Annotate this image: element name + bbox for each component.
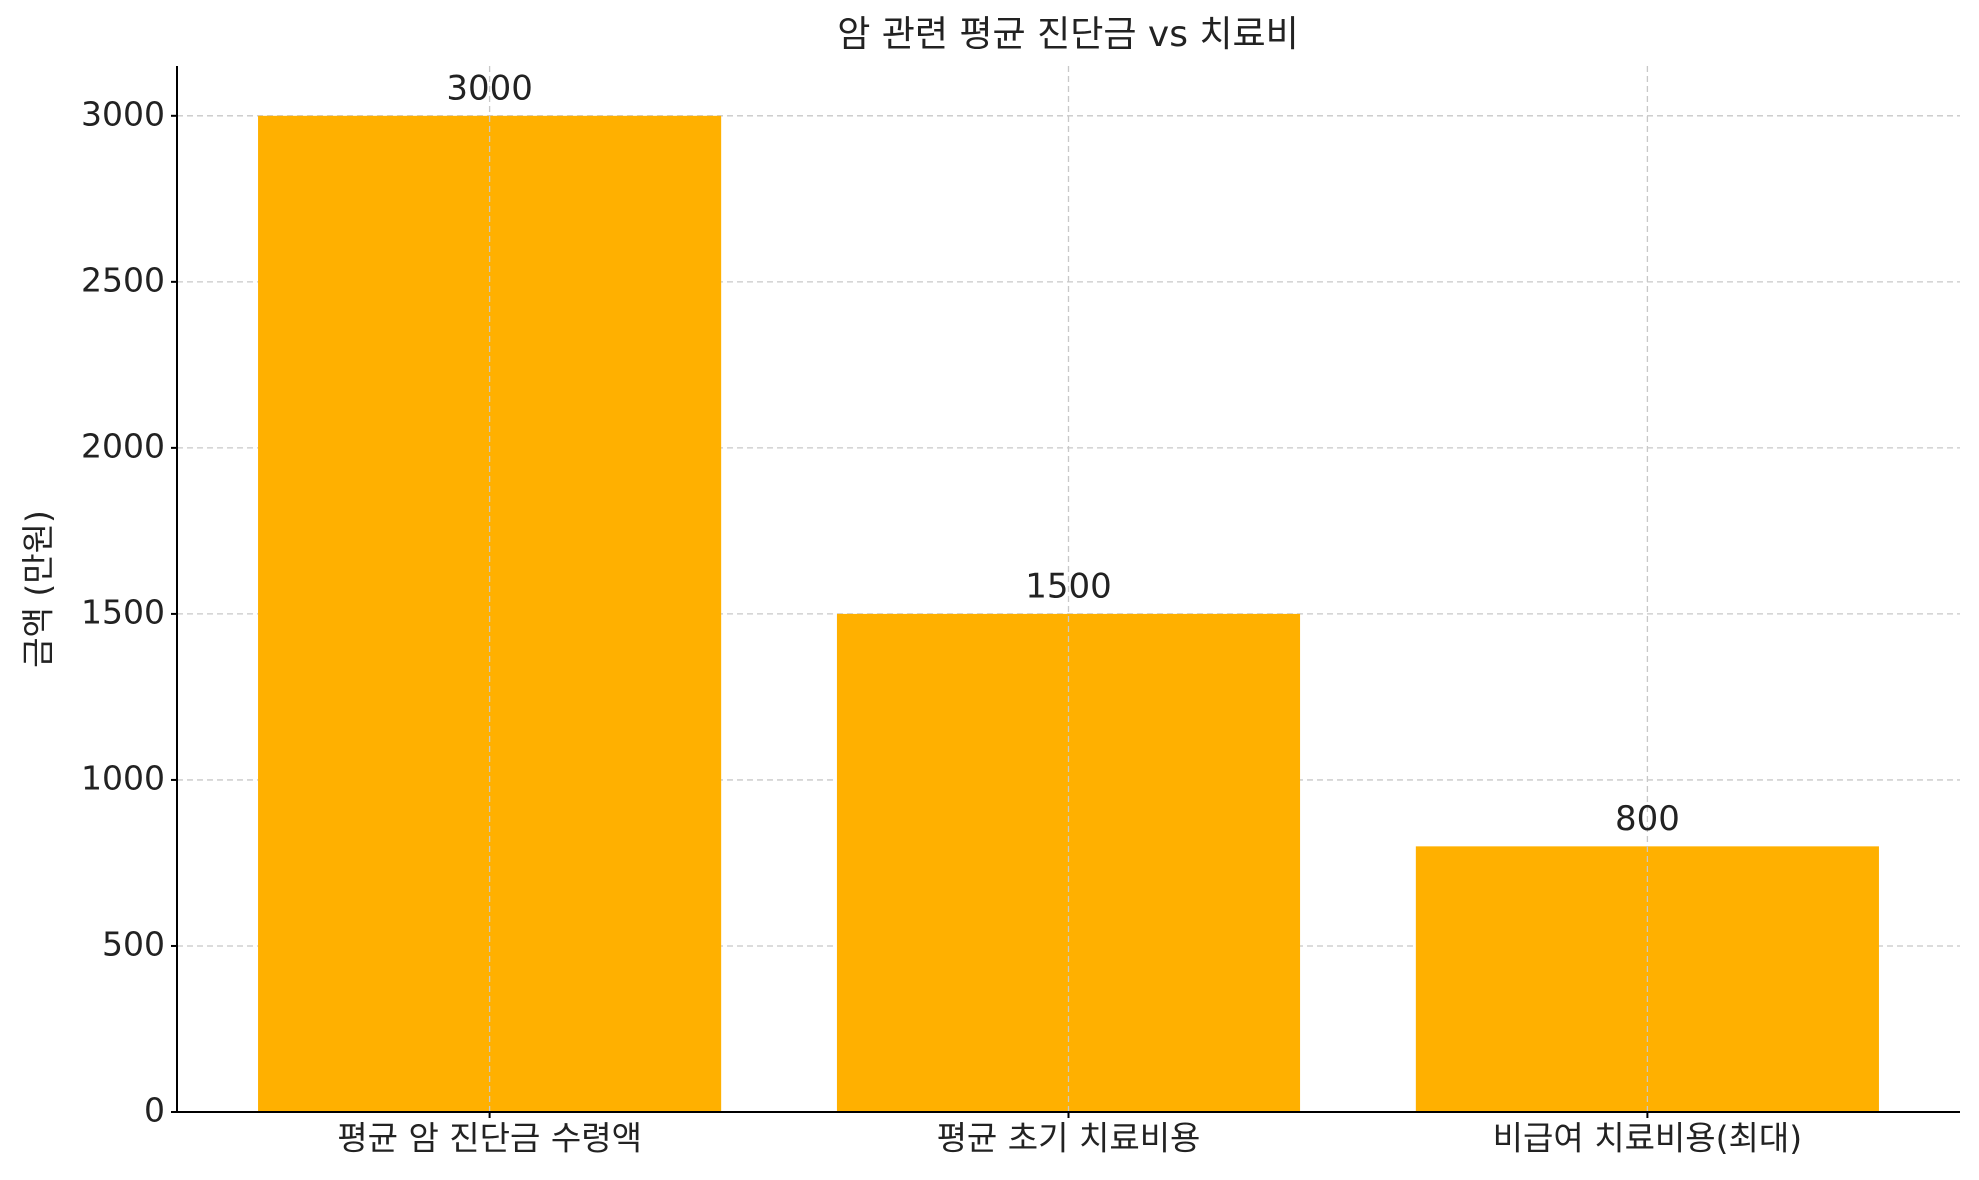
y-axis-label: 금액 (만원)	[19, 510, 58, 668]
y-tick-label: 3000	[81, 94, 165, 133]
y-tick-label: 2000	[81, 426, 165, 465]
y-tick-label: 1500	[81, 592, 165, 631]
bar	[258, 115, 722, 1113]
x-tick-label: 평균 초기 치료비용	[937, 1119, 1201, 1158]
value-label: 800	[1615, 799, 1680, 839]
value-label: 3000	[446, 68, 533, 108]
y-tick-label: 0	[144, 1091, 165, 1130]
x-tick-label: 평균 암 진단금 수령액	[337, 1119, 642, 1158]
y-tick-label: 1000	[81, 758, 165, 797]
y-tick-label: 2500	[81, 260, 165, 299]
x-tick-label: 비급여 치료비용(최대)	[1493, 1119, 1802, 1158]
value-label: 1500	[1025, 566, 1112, 606]
y-tick-label: 500	[102, 924, 165, 963]
chart-title: 암 관련 평균 진단금 vs 치료비	[837, 14, 1299, 55]
